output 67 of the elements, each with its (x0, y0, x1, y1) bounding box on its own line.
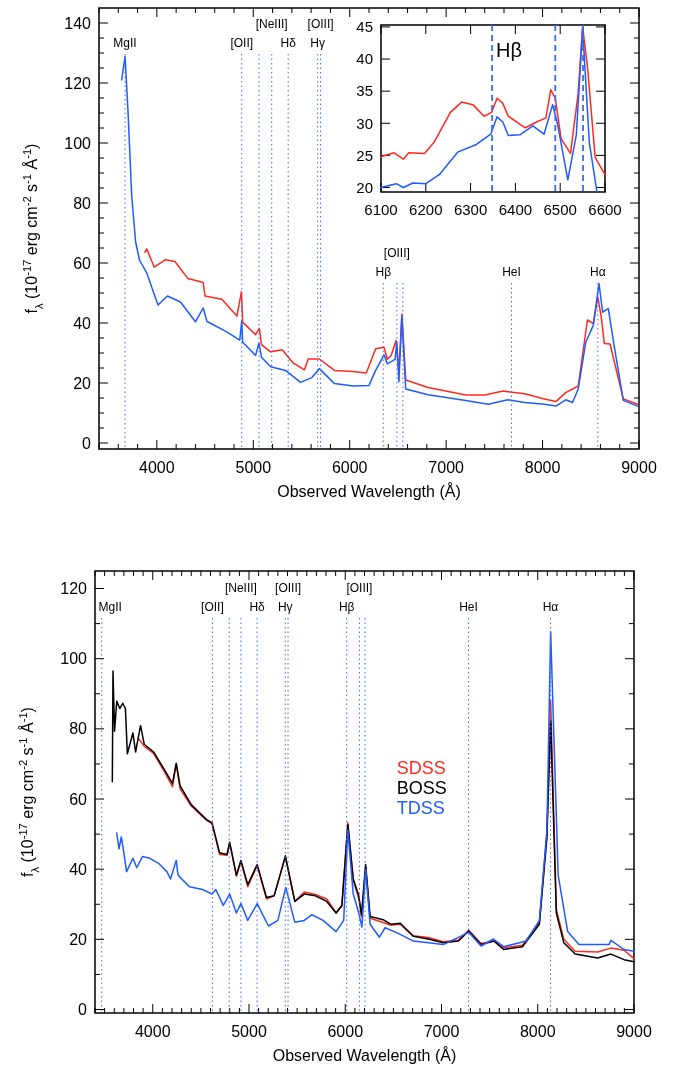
x-tick-label: 4000 (139, 459, 175, 476)
x-axis-title: Observed Wavelength (Å) (272, 1046, 457, 1064)
y-tick-label: 20 (356, 178, 373, 196)
x-tick-label: 6400 (498, 201, 533, 218)
y-tick-label: 40 (73, 314, 92, 332)
y-tick-label: 100 (64, 134, 92, 152)
x-tick-label: 6600 (588, 201, 622, 218)
ref-line-label: Hδ (280, 36, 297, 50)
x-tick-label: 6100 (364, 201, 398, 218)
ref-line-label: [OIII] (383, 246, 410, 260)
y-tick-label: 140 (64, 14, 92, 32)
x-axis-title: Observed Wavelength (Å) (277, 482, 461, 500)
y-tick-label: 80 (69, 720, 88, 738)
text: SDSS (396, 758, 446, 778)
x-tick-label: 7000 (423, 1023, 460, 1040)
x-tick-label: 6300 (453, 201, 488, 218)
y-tick-label: 40 (69, 860, 88, 878)
ref-line-label: [OIII] (307, 17, 334, 31)
ref-line-label: [OIII] (275, 581, 302, 595)
ref-line-label: HeI (502, 265, 521, 279)
ref-line-label: HeI (459, 600, 478, 614)
y-tick-label: 40 (356, 50, 373, 68)
y-tick-label: 20 (69, 930, 88, 948)
ref-line-label: Hγ (310, 36, 326, 50)
y-tick-label: 30 (356, 114, 373, 132)
ref-line-label: Hδ (249, 600, 266, 614)
y-tick-label: 100 (60, 650, 88, 668)
ref-line-label: Hβ (375, 265, 392, 279)
ref-line-label: Hβ (496, 39, 523, 61)
x-tick-label: 9000 (621, 459, 657, 476)
x-tick-label: 7000 (428, 459, 465, 476)
x-tick-label: 8000 (519, 1023, 556, 1040)
y-tick-label: 120 (60, 580, 88, 598)
line-series (116, 630, 635, 953)
ref-line-label: Hα (542, 600, 559, 614)
ref-line-label: [NeIII] (255, 17, 288, 31)
ref-line-label: Hα (590, 265, 606, 279)
text: TDSS (396, 798, 445, 818)
ref-line-label: Hβ (338, 600, 355, 614)
x-tick-label: 4000 (134, 1023, 171, 1040)
y-tick-label: 0 (82, 434, 92, 452)
ref-line-label: [OII] (230, 36, 254, 50)
x-tick-label: 6000 (331, 459, 368, 476)
line-series (144, 248, 639, 406)
ref-line-label: MgII (113, 36, 137, 50)
ref-line-label: MgII (98, 600, 122, 614)
x-tick-label: 8000 (524, 459, 561, 476)
y-tick-label: 60 (69, 790, 88, 808)
x-tick-label: 6500 (543, 201, 577, 218)
y-tick-label: 0 (78, 1001, 88, 1019)
ref-line-label: Hγ (277, 600, 293, 614)
y-tick-label: 25 (356, 146, 373, 164)
y-tick-label: 20 (73, 374, 92, 392)
ref-line-label: [OIII] (346, 581, 373, 595)
x-tick-label: 5000 (235, 459, 272, 476)
ref-line-label: [NeIII] (224, 581, 257, 595)
y-tick-label: 60 (73, 254, 92, 272)
x-tick-label: 9000 (616, 1023, 652, 1040)
x-tick-label: 5000 (231, 1023, 267, 1040)
text: BOSS (396, 778, 447, 798)
x-tick-label: 6200 (409, 201, 443, 218)
y-tick-label: 80 (73, 194, 92, 212)
y-tick-label: 120 (64, 74, 92, 92)
ref-line-label: [OII] (201, 600, 224, 614)
y-tick-label: 45 (356, 18, 373, 36)
x-tick-label: 6000 (327, 1023, 364, 1040)
y-tick-label: 35 (356, 82, 373, 100)
